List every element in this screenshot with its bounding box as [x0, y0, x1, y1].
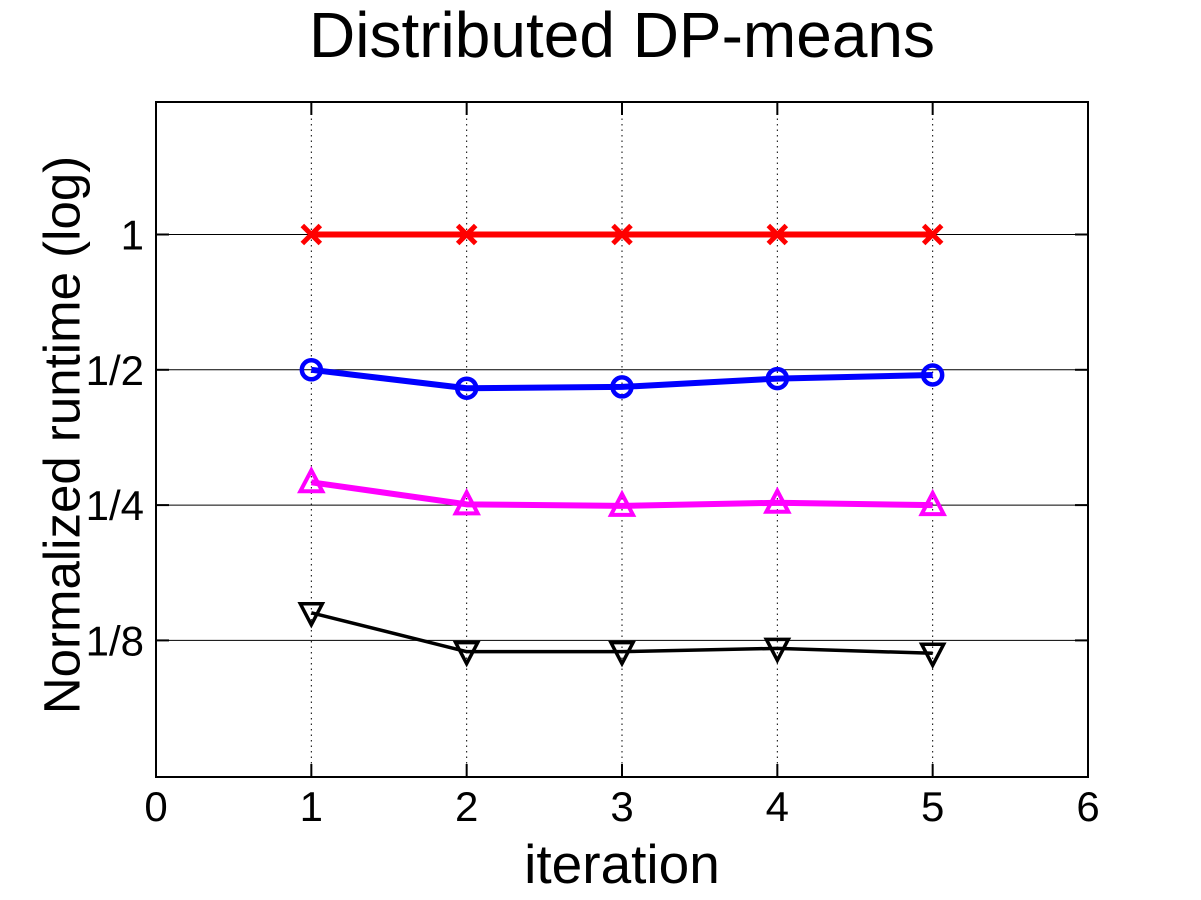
y-tick-label: 1/2: [86, 347, 144, 394]
circle-marker: [920, 363, 945, 387]
x-axis-label: iteration: [524, 833, 720, 895]
circle-marker: [610, 375, 634, 399]
triangle-down-marker: [297, 602, 326, 629]
triangle-up-marker: [607, 489, 637, 517]
x-marker: [611, 223, 633, 246]
circle-marker: [299, 358, 324, 382]
triangle-up-marker: [297, 465, 326, 494]
triangle-up-marker: [763, 486, 792, 514]
x-tick-label: 5: [921, 783, 944, 830]
chart-title: Distributed DP-means: [309, 0, 935, 71]
x-tick-label: 1: [300, 783, 323, 830]
triangle-down-marker: [608, 640, 636, 668]
triangle-down-marker: [452, 640, 481, 668]
y-tick-label: 1/4: [86, 482, 144, 529]
triangle-up-marker: [452, 488, 481, 516]
triangle-down-marker: [763, 637, 792, 665]
x-marker: [921, 223, 944, 246]
x-marker: [455, 223, 478, 246]
x-marker: [300, 223, 323, 246]
triangle-up-marker: [918, 488, 947, 517]
axes-box: [155, 101, 1089, 778]
magenta-triangle-up-series-line: [310, 479, 933, 509]
circle-marker: [454, 376, 479, 400]
y-tick-label: 1: [121, 212, 144, 259]
x-tick-label: 4: [766, 783, 789, 830]
x-tick-label: 0: [144, 783, 167, 830]
black-triangle-down-series-line: [310, 611, 933, 656]
x-tick-label: 2: [455, 783, 478, 830]
x-tick-label: 3: [610, 783, 633, 830]
x-tick-label: 6: [1076, 783, 1099, 830]
circle-marker: [765, 366, 790, 391]
blue-circle-series-line: [310, 366, 933, 392]
x-marker: [766, 223, 789, 246]
y-tick-label: 1/8: [86, 617, 144, 664]
triangle-down-marker: [918, 642, 947, 670]
